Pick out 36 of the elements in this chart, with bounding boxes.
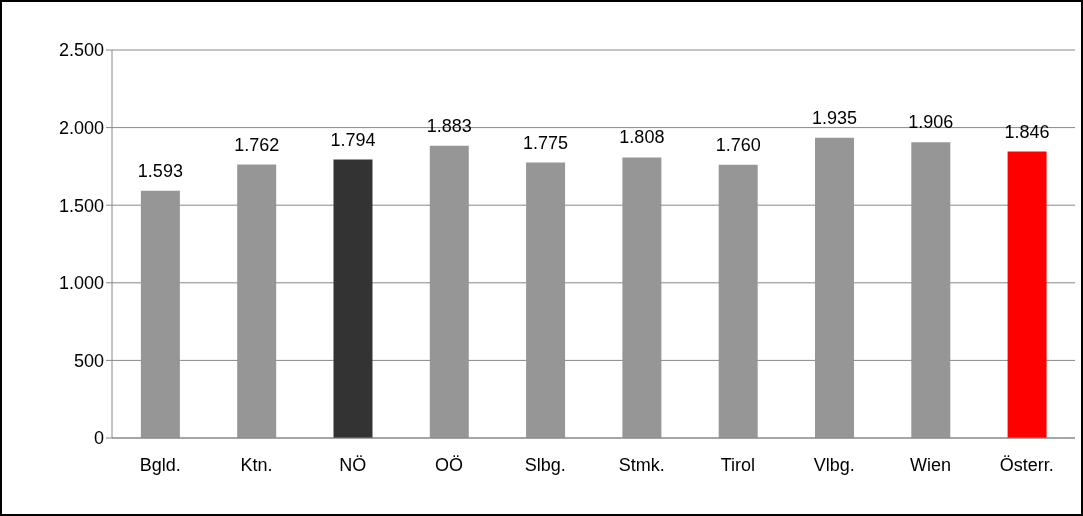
x-tick-label: Bgld. xyxy=(139,454,181,475)
y-tick-label: 0 xyxy=(93,428,104,449)
bar xyxy=(814,137,854,438)
bar xyxy=(526,162,566,438)
bar xyxy=(622,157,662,438)
data-label: 1.762 xyxy=(234,134,280,155)
y-tick-label: 2.000 xyxy=(58,117,104,138)
data-label: 1.906 xyxy=(908,112,954,133)
data-label: 1.760 xyxy=(715,134,761,155)
x-tick-label: Slbg. xyxy=(524,454,566,475)
x-tick-label: Ktn. xyxy=(240,454,273,475)
x-tick-label: Österr. xyxy=(999,454,1054,475)
data-label: 1.794 xyxy=(330,129,376,150)
data-label: 1.935 xyxy=(811,107,858,128)
data-label: 1.883 xyxy=(426,115,472,136)
y-tick-label: 500 xyxy=(73,350,104,371)
x-tick-label: OÖ xyxy=(435,454,464,475)
x-tick-label: Wien xyxy=(910,454,952,475)
y-tick-label: 1.500 xyxy=(58,195,104,216)
bar xyxy=(429,145,469,438)
bar xyxy=(140,190,180,438)
data-label: 1.775 xyxy=(523,132,569,153)
bar xyxy=(911,142,951,438)
x-tick-label: Tirol xyxy=(720,454,756,475)
bar xyxy=(1007,151,1047,438)
bar xyxy=(718,164,758,438)
x-tick-label: Stmk. xyxy=(618,454,665,475)
x-tick-label: Vlbg. xyxy=(813,454,855,475)
bar xyxy=(333,159,373,438)
bar xyxy=(237,164,277,438)
x-tick-label: NÖ xyxy=(339,454,367,475)
y-tick-label: 1.000 xyxy=(58,273,104,294)
y-tick-label: 2.500 xyxy=(58,40,104,61)
data-label: 1.846 xyxy=(1004,121,1050,142)
data-label: 1.593 xyxy=(137,160,183,181)
data-label: 1.808 xyxy=(619,127,665,148)
